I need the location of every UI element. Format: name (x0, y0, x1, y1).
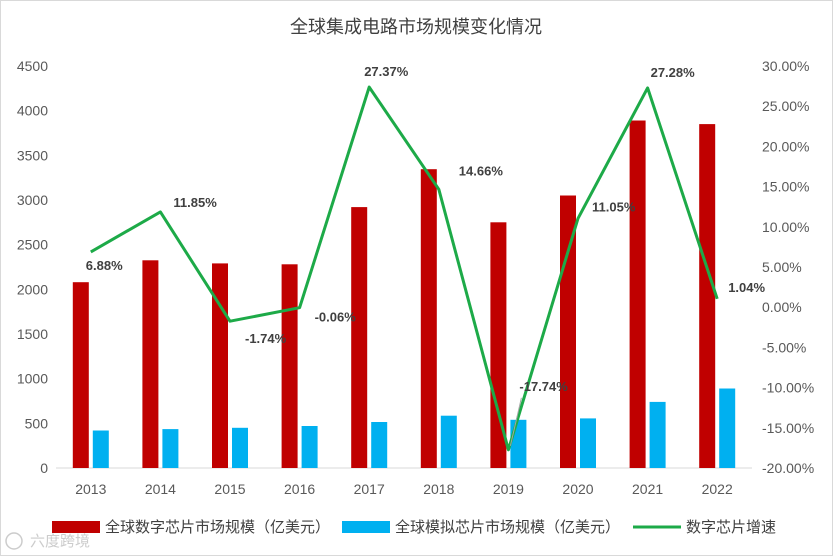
digital-bar-2021 (629, 120, 646, 468)
digital-bar-2014 (142, 260, 159, 468)
left-tick-label: 3000 (17, 192, 48, 208)
watermark-logo (5, 532, 23, 550)
right-axis-ticks: -20.00% -15.00% -10.00% -5.00% 0.00% 5.00% 10.… (762, 58, 814, 476)
digital-bar-2019 (490, 222, 507, 468)
right-tick-label: 20.00% (762, 138, 809, 154)
legend-label-0: 全球数字芯片市场规模（亿美元） (105, 518, 330, 536)
growth-label-2015: -1.74% (245, 331, 287, 346)
x-tick-label: 2021 (632, 481, 663, 497)
digital-bar-2016 (281, 264, 298, 468)
left-axis-ticks: 0 500 1000 1500 2000 2500 3000 3500 4000 4500 (17, 58, 48, 476)
x-tick-label: 2013 (75, 481, 106, 497)
left-tick-label: 3500 (17, 147, 48, 163)
analog-bar-2019 (510, 419, 527, 468)
legend-swatch-1 (342, 521, 390, 533)
x-tick-label: 2016 (284, 481, 315, 497)
left-tick-label: 4500 (17, 58, 48, 74)
label-leader-line (509, 397, 522, 446)
left-tick-label: 4000 (17, 103, 48, 119)
analog-bar-2015 (232, 427, 248, 468)
growth-label-2021: 27.28% (651, 65, 696, 80)
growth-line (90, 85, 719, 452)
growth-label-2018: 14.66% (459, 163, 504, 178)
growth-label-2022: 1.04% (728, 280, 765, 295)
right-tick-label: -15.00% (762, 420, 814, 436)
right-tick-label: -5.00% (762, 339, 806, 355)
right-tick-label: 10.00% (762, 219, 809, 235)
right-tick-label: -20.00% (762, 460, 814, 476)
growth-line-layer (90, 85, 719, 452)
x-tick-label: 2015 (214, 481, 245, 497)
right-tick-label: 30.00% (762, 58, 809, 74)
left-tick-label: 0 (40, 460, 48, 476)
right-tick-label: 15.00% (762, 179, 809, 195)
left-tick-label: 1000 (17, 371, 48, 387)
x-tick-label: 2017 (354, 481, 385, 497)
analog-bar-2022 (719, 388, 736, 468)
right-tick-label: 5.00% (762, 259, 802, 275)
digital-bar-2022 (699, 124, 716, 468)
chart-title: 全球集成电路市场规模变化情况 (290, 17, 542, 38)
analog-bar-2021 (649, 401, 666, 468)
growth-label-2016: -0.06% (315, 310, 357, 325)
right-tick-label: 25.00% (762, 98, 809, 114)
legend: 全球数字芯片市场规模（亿美元） 全球模拟芯片市场规模（亿美元） 数字芯片增速 (52, 518, 776, 536)
digital-bar-2017 (351, 207, 368, 468)
x-tick-label: 2022 (702, 481, 733, 497)
digital-bar-2018 (420, 169, 437, 468)
bars-layer (72, 120, 736, 468)
right-tick-label: 0.00% (762, 299, 802, 315)
right-tick-label: -10.00% (762, 380, 814, 396)
analog-bar-2014 (162, 429, 179, 468)
growth-data-labels: 6.88% 11.85% -1.74% -0.06% 27.37% 14.66% -17.7… (86, 64, 766, 446)
watermark: 六度跨境 (5, 532, 90, 550)
x-tick-label: 2020 (562, 481, 593, 497)
digital-bar-2013 (72, 282, 89, 468)
legend-label-2: 数字芯片增速 (686, 518, 776, 536)
analog-bar-2017 (371, 422, 388, 468)
growth-label-2013: 6.88% (86, 258, 123, 273)
analog-bar-2020 (580, 418, 596, 468)
legend-label-1: 全球模拟芯片市场规模（亿美元） (395, 518, 620, 536)
left-tick-label: 2500 (17, 237, 48, 253)
left-tick-label: 500 (25, 415, 49, 431)
analog-bar-2018 (440, 415, 457, 468)
growth-label-2014: 11.85% (173, 195, 217, 210)
x-axis-ticks: 2013 2014 2015 2016 2017 2018 2019 2020 2021 2022 (75, 481, 733, 497)
x-tick-label: 2014 (145, 481, 176, 497)
x-tick-label: 2018 (423, 481, 454, 497)
x-tick-label: 2019 (493, 481, 524, 497)
left-tick-label: 1500 (17, 326, 48, 342)
analog-bar-2013 (92, 430, 109, 468)
analog-bar-2016 (301, 426, 318, 468)
watermark-text: 六度跨境 (30, 532, 90, 550)
growth-label-2017: 27.37% (364, 64, 409, 79)
left-tick-label: 2000 (17, 281, 48, 297)
legend-swatch-0 (52, 521, 100, 533)
growth-label-2019: -17.74% (519, 379, 568, 394)
growth-label-2020: 11.05% (592, 199, 636, 214)
